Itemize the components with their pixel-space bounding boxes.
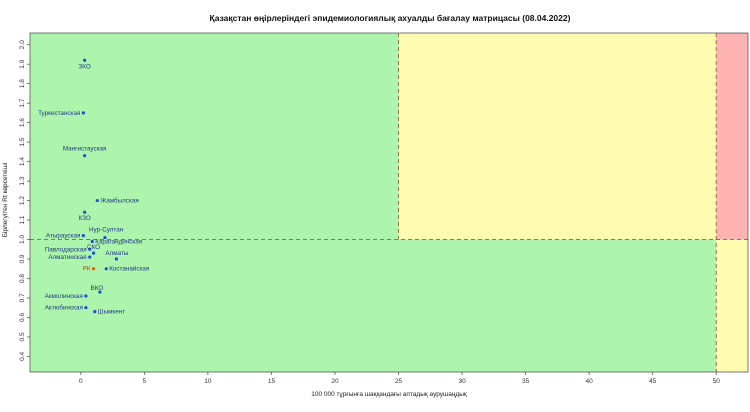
y-tick-label: 1.6	[19, 118, 26, 127]
data-point	[93, 310, 97, 314]
y-tick-label: 0.9	[19, 254, 26, 263]
plot-frame	[29, 32, 749, 373]
data-point	[104, 267, 108, 271]
data-point-label: РК	[83, 266, 91, 273]
data-point-label: ЗКО	[78, 63, 90, 70]
y-tick-label: 0.8	[19, 274, 26, 283]
y-tick-label: 1.0	[19, 235, 26, 244]
risk-zones	[30, 33, 748, 372]
zone-red	[716, 33, 748, 240]
data-point	[81, 111, 85, 115]
data-point	[83, 154, 87, 158]
x-tick-label: 25	[395, 378, 403, 385]
data-point-label: Павлодарская	[45, 246, 87, 253]
plot-border	[29, 32, 749, 373]
x-tick-label: 0	[79, 378, 83, 385]
data-point	[91, 267, 96, 271]
y-tick-label: 0.7	[19, 293, 26, 302]
y-tick-label: 1.9	[19, 59, 26, 68]
y-tick-label: 1.5	[19, 137, 26, 146]
data-point	[98, 290, 102, 294]
y-tick-label: 0.4	[19, 352, 26, 361]
data-point-label: ВКО	[91, 285, 104, 292]
data-point	[90, 239, 94, 244]
data-point	[88, 255, 92, 259]
data-point	[83, 58, 87, 62]
y-tick-label: 1.7	[19, 98, 26, 107]
zone-green-bottom	[30, 239, 717, 372]
data-point-label: Атырауская	[46, 233, 80, 240]
x-tick-label: 10	[204, 378, 212, 385]
data-point-label: КЗО	[79, 215, 91, 222]
data-point	[95, 198, 99, 203]
data-point-label: Карагандинская	[95, 238, 142, 245]
y-tick-label: 1.4	[19, 157, 26, 166]
y-tick-label: 1.2	[19, 196, 26, 205]
data-point-label: Жамбылская	[100, 197, 138, 205]
y-axis: 0.4 0.5 0.6 0.7 0.8 0.9 1.0 1.1 1.2 1.3 1.4 1.5 1.6 1…	[19, 40, 30, 361]
data-point-label: Шымкент	[98, 309, 125, 316]
x-tick-label: 5	[143, 378, 147, 385]
y-tick-label: 0.6	[19, 313, 26, 322]
data-point	[83, 210, 87, 214]
x-tick-label: 40	[586, 378, 594, 385]
data-point	[103, 235, 107, 240]
x-tick-label: 20	[331, 378, 339, 385]
y-tick-label: 2.0	[19, 40, 26, 49]
y-tick-label: 1.3	[19, 176, 26, 185]
data-point-label: Акмолинская	[45, 293, 83, 300]
y-tick-label: 1.8	[19, 79, 26, 88]
threshold-lines	[30, 33, 748, 372]
data-point-label: Костанайская	[109, 265, 149, 273]
data-point-label: Нур-Султан	[89, 227, 124, 234]
x-tick-label: 45	[649, 378, 657, 385]
y-tick-label: 0.5	[19, 332, 26, 341]
x-tick-label: 15	[268, 378, 276, 385]
data-point-label: Алматы	[105, 250, 128, 257]
data-point	[88, 247, 92, 251]
y-tick-label: 1.1	[19, 215, 26, 224]
data-point-label: СКО	[87, 244, 100, 251]
chart-title: Қазақстан өңірлеріндегі эпидемиологиялық…	[210, 13, 571, 23]
x-tick-label: 35	[522, 378, 530, 385]
data-point	[81, 234, 85, 238]
data-point	[114, 257, 119, 261]
zone-yellow-top	[398, 33, 717, 240]
x-axis: 0 5 10 15 20 25 30 35 40 45 50	[79, 372, 720, 385]
x-tick-label: 50	[713, 378, 721, 385]
x-tick-label: 30	[458, 378, 466, 385]
data-point-label: Алматинская	[48, 254, 86, 261]
data-point-label: Туркестанская	[38, 110, 80, 117]
y-axis-label: Бірлегуітен Rt көрсеткіші	[1, 163, 9, 237]
zone-yellow-bottom	[716, 239, 748, 372]
data-point-label: Актюбинская	[45, 304, 83, 312]
data-point-label: Мангистауская	[63, 146, 107, 153]
zone-green-top	[30, 33, 399, 240]
data-point	[84, 306, 88, 310]
data-point	[84, 294, 88, 298]
x-axis-label: 100 000 тұрғынға шаққандағы аптадық ауру…	[311, 391, 467, 398]
data-point	[91, 251, 96, 255]
data-points: ЗКО Туркестанская Мангистауская Жамбылская К…	[38, 58, 149, 316]
